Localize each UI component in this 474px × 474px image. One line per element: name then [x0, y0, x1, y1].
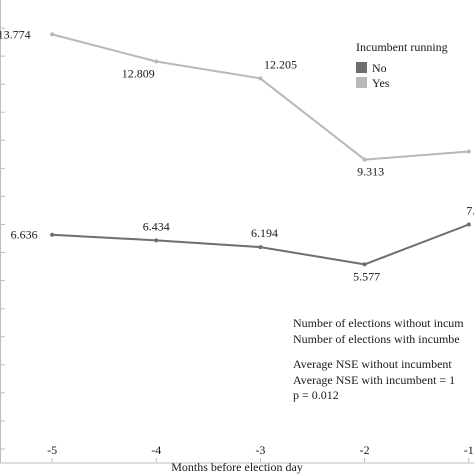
x-tick-label: -1: [464, 443, 474, 457]
x-tick-label: -3: [255, 443, 265, 457]
data-label: 13.774: [0, 27, 31, 41]
legend-title: Incumbent running: [356, 40, 448, 54]
x-tick-label: -5: [47, 443, 57, 457]
x-tick-label: -2: [360, 443, 370, 457]
data-label: 12.205: [264, 57, 297, 71]
data-point: [50, 32, 55, 37]
annotation-line: Average NSE with incumbent = 1: [293, 373, 455, 387]
data-label: 9.313: [357, 165, 384, 179]
data-point: [466, 222, 471, 227]
annotation-line: Number of elections without incum: [293, 316, 464, 330]
x-tick-label: -4: [151, 443, 161, 457]
legend-swatch-no: [356, 62, 367, 73]
data-label: 5.577: [353, 269, 380, 283]
data-point: [50, 232, 55, 237]
data-point: [362, 157, 367, 162]
x-axis-title: Months before election day: [171, 460, 303, 474]
data-point: [362, 262, 367, 267]
data-label: 6.434: [143, 219, 170, 233]
legend-label-no: No: [372, 61, 387, 75]
annotation-line: p = 0.012: [293, 388, 339, 402]
legend-label-yes: Yes: [372, 76, 390, 90]
legend-swatch-yes: [356, 77, 367, 88]
annotation-line: Average NSE without incumbent: [293, 357, 452, 371]
data-label: 6.636: [11, 228, 38, 242]
data-point: [154, 238, 159, 243]
data-point: [154, 59, 159, 64]
data-point: [466, 149, 471, 154]
data-point: [258, 245, 263, 250]
data-label: 6.194: [251, 226, 278, 240]
data-label: 7.00: [466, 203, 474, 217]
annotation-line: Number of elections with incumbe: [293, 332, 460, 346]
data-label: 12.809: [122, 66, 155, 80]
data-point: [258, 76, 263, 81]
